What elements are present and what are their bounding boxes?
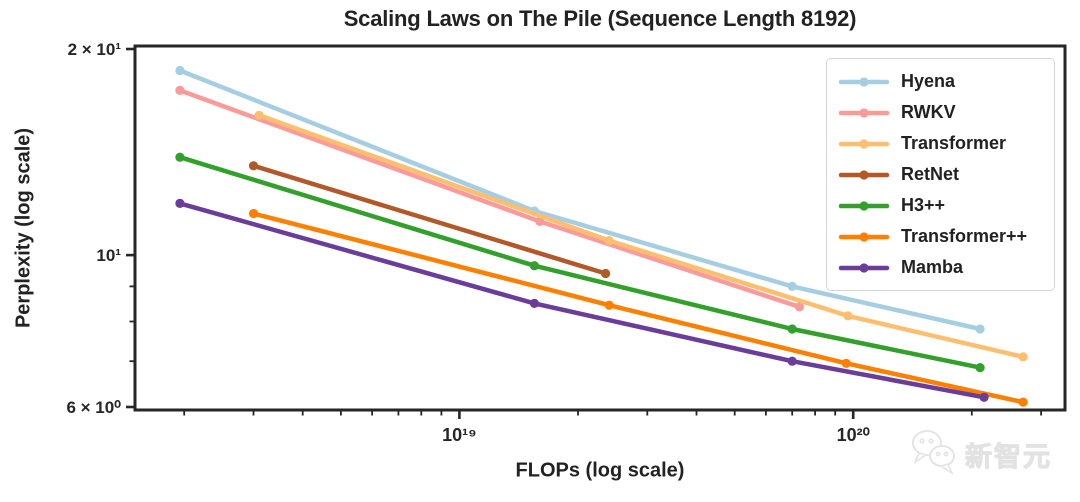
legend: Hyena RWKV Transformer RetNet H3++ Transforme…: [826, 58, 1055, 291]
legend-item-rwkv: RWKV: [827, 97, 1054, 128]
series-mamba-marker: [979, 392, 989, 402]
series-mamba-marker: [175, 198, 185, 208]
legend-item-label: Mamba: [901, 257, 964, 277]
legend-line-icon: [838, 231, 890, 242]
series-retnet-line: [251, 163, 608, 276]
series-h3plusplus-line: [177, 154, 983, 370]
series-h3plusplus-marker: [975, 363, 985, 373]
series-transformerplusplus-marker: [604, 300, 614, 310]
series-rwkv-marker: [794, 302, 805, 312]
series-mamba-line: [177, 201, 987, 400]
legend-line-icon: [838, 262, 890, 273]
x-tick-label: 10¹⁹: [442, 425, 477, 445]
legend-item-label: Transformer++: [901, 226, 1028, 246]
y-tick-label: 2 × 10¹: [68, 40, 122, 59]
series-transformer-marker: [604, 236, 614, 246]
series-retnet-marker: [248, 161, 259, 171]
legend-line-icon: [838, 76, 890, 87]
x-tick-label: 10²⁰: [837, 425, 870, 445]
series-transformer-marker: [254, 110, 264, 120]
legend-item-transformer: Transformer: [827, 128, 1054, 159]
series-rwkv-marker: [535, 216, 545, 226]
series-rwkv-marker: [175, 85, 185, 95]
y-tick-label: 6 × 10⁰: [66, 398, 121, 417]
legend-item-label: Transformer: [901, 133, 1007, 153]
legend-line-icon: [838, 107, 890, 118]
series-hyena-line: [177, 68, 983, 332]
series-h3plusplus-marker: [529, 261, 540, 271]
legend-item-label: H3++: [901, 195, 946, 215]
series-transformerplusplus-marker: [1018, 397, 1028, 407]
watermark-text: 新智元: [965, 441, 1052, 472]
series-h3plusplus-marker: [787, 324, 797, 334]
series-hyena-marker: [975, 324, 985, 334]
series-hyena-marker: [175, 65, 185, 76]
watermark-chat-bubbles-icon: [912, 430, 955, 476]
chart-title: Scaling Laws on The Pile (Sequence Lengt…: [343, 6, 857, 31]
legend-item-label: Hyena: [901, 71, 956, 91]
x-axis-label: FLOPs (log scale): [515, 459, 685, 482]
legend-line-icon: [838, 200, 890, 211]
series-retnet-marker: [601, 268, 611, 279]
series-transformerplusplus-marker: [248, 208, 259, 219]
legend-item-retnet: RetNet: [827, 159, 1054, 190]
plot-frame: [133, 44, 1067, 412]
legend-line-icon: [838, 169, 890, 180]
legend-item-transformerplusplus: Transformer++: [827, 221, 1054, 252]
series-transformer-marker: [843, 311, 853, 321]
series-transformer-line: [256, 113, 1026, 360]
legend-item-h3plusplus: H3++: [827, 190, 1054, 221]
series-hyena-marker: [787, 281, 797, 291]
series-mamba-marker: [787, 356, 797, 366]
series-transformer-marker: [1018, 352, 1028, 362]
legend-item-label: RetNet: [901, 164, 960, 184]
legend-line-icon: [838, 138, 890, 149]
series-transformerplusplus-marker: [841, 358, 851, 368]
legend-item-mamba: Mamba: [827, 252, 1054, 283]
series-h3plusplus-marker: [175, 152, 185, 162]
y-tick-label: 10¹: [96, 246, 121, 265]
series-mamba-marker: [529, 298, 540, 308]
legend-item-hyena: Hyena: [827, 66, 1054, 97]
watermark: 新智元: [910, 428, 1052, 480]
legend-item-label: RWKV: [901, 102, 956, 122]
y-axis-label: Perplexity (log scale): [12, 127, 35, 329]
series-transformerplusplus-line: [251, 211, 1026, 405]
